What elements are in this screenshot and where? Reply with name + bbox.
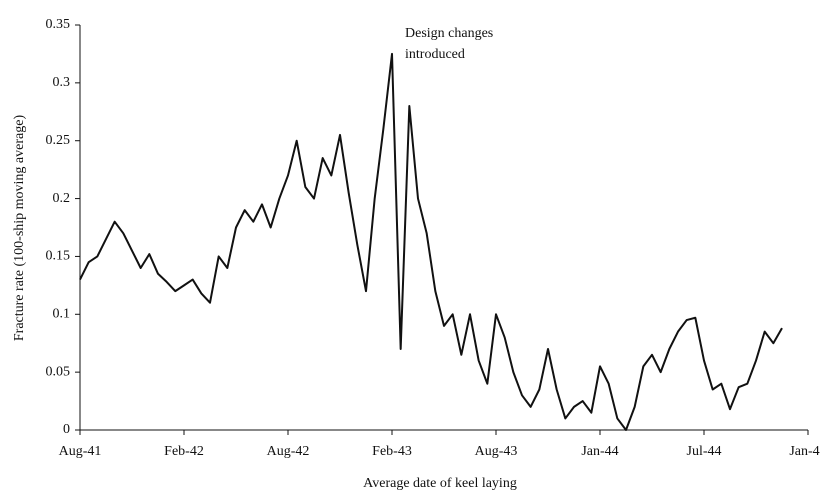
- x-tick-label: Aug-42: [267, 444, 310, 459]
- x-tick-label: Aug-41: [59, 444, 102, 459]
- x-tick-label: Aug-43: [475, 444, 518, 459]
- data-line: [79, 52, 783, 431]
- y-tick-label: 0.15: [46, 249, 71, 264]
- x-axis-title: Average date of keel laying: [363, 476, 517, 491]
- x-tick-label: Jan-45: [789, 444, 820, 459]
- x-tick-label: Jan-44: [581, 444, 618, 459]
- y-axis-title: Fracture rate (100-ship moving average): [12, 115, 27, 342]
- y-tick-label: 0.2: [53, 191, 71, 206]
- x-tick-label: Feb-43: [372, 444, 412, 459]
- annotation: Design changes: [405, 26, 493, 41]
- x-tick-label: Feb-42: [164, 444, 204, 459]
- y-tick-label: 0.1: [53, 307, 71, 322]
- y-tick-label: 0.3: [53, 75, 71, 90]
- y-tick-label: 0.05: [46, 364, 71, 379]
- annotation: introduced: [405, 47, 465, 62]
- y-tick-label: 0.35: [46, 17, 71, 32]
- y-tick-label: 0.25: [46, 133, 71, 148]
- y-tick-label: 0: [63, 422, 70, 437]
- x-tick-label: Jul-44: [687, 444, 722, 459]
